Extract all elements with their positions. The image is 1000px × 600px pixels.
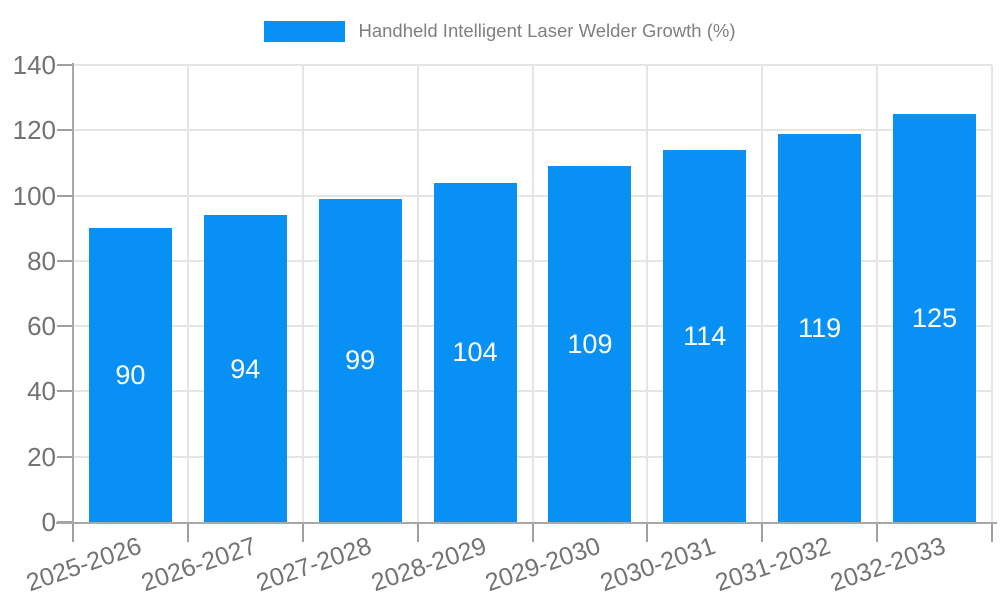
x-tick-label: 2027-2028 bbox=[252, 531, 375, 598]
legend-label[interactable]: Handheld Intelligent Laser Welder Growth… bbox=[358, 20, 736, 41]
v-gridline bbox=[876, 65, 879, 522]
x-tick bbox=[186, 522, 189, 542]
y-tick bbox=[57, 259, 73, 262]
bar-value-label: 125 bbox=[912, 302, 958, 333]
bar-value-label: 99 bbox=[345, 345, 376, 376]
x-tick bbox=[761, 522, 764, 542]
x-axis-line bbox=[56, 522, 997, 524]
bar bbox=[663, 149, 747, 522]
y-tick-label: 120 bbox=[12, 115, 56, 146]
v-gridline bbox=[646, 65, 649, 522]
x-tick bbox=[991, 522, 993, 542]
x-tick bbox=[646, 522, 649, 542]
bar bbox=[318, 198, 402, 522]
x-tick bbox=[72, 522, 74, 542]
bar-value-label: 119 bbox=[798, 312, 842, 343]
y-tick bbox=[57, 390, 73, 393]
y-tick bbox=[57, 455, 73, 458]
y-tick-label: 100 bbox=[12, 180, 56, 211]
bar bbox=[778, 133, 862, 522]
y-tick-label: 80 bbox=[27, 245, 56, 276]
bar bbox=[433, 182, 517, 522]
legend-swatch[interactable] bbox=[264, 20, 346, 42]
v-gridline bbox=[416, 65, 419, 522]
y-tick bbox=[57, 194, 73, 197]
legend: Handheld Intelligent Laser Welder Growth… bbox=[0, 20, 1000, 42]
x-tick-label: 2029-2030 bbox=[482, 531, 605, 598]
bar-value-label: 90 bbox=[115, 360, 146, 391]
x-tick-label: 2026-2027 bbox=[137, 531, 260, 598]
x-tick bbox=[301, 522, 304, 542]
bar-value-label: 94 bbox=[230, 353, 261, 384]
x-tick bbox=[416, 522, 419, 542]
bar-value-label: 114 bbox=[683, 320, 727, 351]
y-tick-label: 60 bbox=[27, 311, 56, 342]
v-gridline bbox=[761, 65, 764, 522]
x-tick-label: 2031-2032 bbox=[711, 531, 835, 598]
v-gridline bbox=[301, 65, 304, 522]
y-tick-label: 20 bbox=[27, 441, 56, 472]
x-tick-label: 2032-2033 bbox=[826, 531, 949, 598]
x-tick-label: 2028-2029 bbox=[367, 531, 490, 598]
bar bbox=[548, 166, 632, 522]
y-tick bbox=[57, 325, 73, 328]
x-tick-label: 2025-2026 bbox=[22, 531, 145, 598]
x-tick bbox=[531, 522, 534, 542]
v-gridline bbox=[531, 65, 534, 522]
y-tick bbox=[57, 64, 73, 66]
v-gridline bbox=[186, 65, 189, 522]
y-tick-label: 40 bbox=[27, 376, 56, 407]
bar-value-label: 109 bbox=[567, 329, 613, 360]
x-tick-label: 2030-2031 bbox=[597, 531, 720, 598]
bar bbox=[88, 228, 172, 522]
y-tick-label: 140 bbox=[12, 50, 56, 80]
v-gridline bbox=[991, 65, 993, 522]
bar bbox=[203, 215, 287, 522]
bar bbox=[893, 113, 977, 522]
x-tick bbox=[876, 522, 879, 542]
y-axis-line bbox=[72, 63, 74, 523]
bar-value-label: 104 bbox=[452, 337, 498, 368]
plot-area: 90 94 99 104 109 114 119 125 2025-2026 2026-2027 2… bbox=[23, 64, 993, 597]
y-tick-label: 0 bbox=[41, 507, 56, 537]
y-tick bbox=[57, 129, 73, 132]
